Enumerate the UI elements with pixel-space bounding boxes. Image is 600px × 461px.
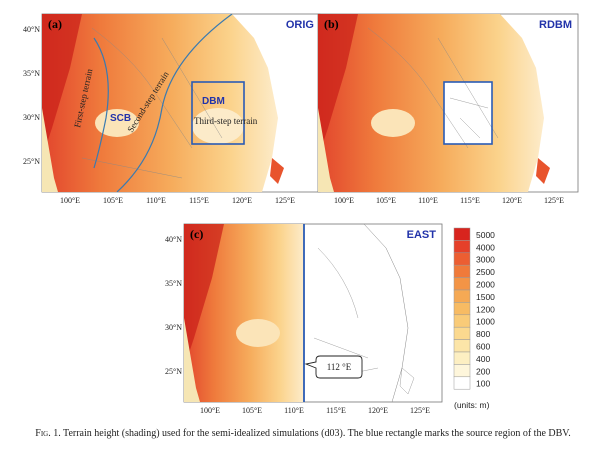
lon-tick: 125°E <box>275 196 295 205</box>
legend-swatch <box>453 277 471 291</box>
lon-tick: 110°E <box>146 196 166 205</box>
lon-tick: 115°E <box>326 406 346 415</box>
legend-units: (units: m) <box>454 400 490 410</box>
legend-swatch <box>453 314 471 328</box>
dbm-box-a <box>191 81 245 145</box>
experiment-label-b: RDBM <box>539 19 572 31</box>
legend-label: 3000 <box>476 255 495 265</box>
legend-label: 1500 <box>476 292 495 302</box>
first-step-line <box>93 37 109 169</box>
lat-tick: 30°N <box>165 323 182 332</box>
coast-outline-c <box>304 224 409 402</box>
lon-tick: 125°E <box>544 196 564 205</box>
lon-tick: 100°E <box>334 196 354 205</box>
caption-text: Terrain height (shading) used for the se… <box>63 428 571 439</box>
legend-swatch <box>453 227 471 241</box>
legend-label: 100 <box>476 379 490 389</box>
legend-swatch <box>453 364 471 378</box>
panel-a: First-step terrain Second-step terrain T… <box>22 8 322 218</box>
experiment-label-a: ORIG <box>286 19 314 31</box>
lon-tick: 100°E <box>200 406 220 415</box>
dbm-box-b <box>443 81 493 145</box>
west-lowland-a <box>42 108 58 192</box>
panel-label-c: (c) <box>190 227 203 241</box>
lon-ticks-a: 100°E 105°E 110°E 115°E 120°E 125°E <box>60 196 295 205</box>
panel-label-a: (a) <box>48 17 62 31</box>
lon-tick: 110°E <box>418 196 438 205</box>
legend-label: 2000 <box>476 280 495 290</box>
lat-tick: 35°N <box>165 279 182 288</box>
legend-swatch <box>453 351 471 365</box>
panel-c: 112 °E (c) EAST 40°N 35°N 30°N 25°N 100°… <box>158 218 448 428</box>
dbm-label: DBM <box>202 96 225 107</box>
color-legend: 5000 4000 3000 2500 2000 1500 1200 1000 800 600 40… <box>453 227 495 410</box>
lon-tick: 125°E <box>410 406 430 415</box>
legend-swatch <box>453 289 471 303</box>
lat-tick: 40°N <box>23 25 40 34</box>
lon-tick: 120°E <box>368 406 388 415</box>
legend-swatch <box>453 264 471 278</box>
map-b: (b) RDBM 100°E 105°E 110°E 115°E 120°E 1… <box>317 13 579 205</box>
lat-tick: 35°N <box>23 69 40 78</box>
callout-112e-text: 112 °E <box>327 362 352 372</box>
legend-swatch <box>453 376 471 390</box>
lon-tick: 115°E <box>189 196 209 205</box>
lon-tick: 120°E <box>502 196 522 205</box>
land-a <box>42 14 278 192</box>
panel-b: (b) RDBM 100°E 105°E 110°E 115°E 120°E 1… <box>300 8 600 218</box>
legend-label: 4000 <box>476 242 495 252</box>
legend-label: 1000 <box>476 317 495 327</box>
tibet-a <box>42 14 82 158</box>
lon-ticks-c: 100°E 105°E 110°E 115°E 120°E 125°E <box>200 406 430 415</box>
removed-dbm-b <box>444 82 492 144</box>
scb-label: SCB <box>110 113 131 124</box>
lon-tick: 105°E <box>242 406 262 415</box>
lat-ticks-c: 40°N 35°N 30°N 25°N <box>165 235 182 376</box>
panel-label-b: (b) <box>324 17 339 31</box>
legend-label: 800 <box>476 329 490 339</box>
lat-tick: 25°N <box>165 367 182 376</box>
map-c: 112 °E (c) EAST 40°N 35°N 30°N 25°N 100°… <box>165 223 443 415</box>
legend-label: 5000 <box>476 230 495 240</box>
lon-tick: 100°E <box>60 196 80 205</box>
lon-tick: 120°E <box>232 196 252 205</box>
second-step-line <box>116 14 233 192</box>
land-b <box>318 14 544 192</box>
legend-label: 1200 <box>476 304 495 314</box>
legend-label: 600 <box>476 342 490 352</box>
lon-tick: 115°E <box>460 196 480 205</box>
lat-tick: 25°N <box>23 157 40 166</box>
lon-tick: 105°E <box>376 196 396 205</box>
taiwan-a <box>270 158 284 184</box>
legend-label: 2500 <box>476 267 495 277</box>
legend-swatch <box>453 240 471 254</box>
caption-fig-label: Fig. 1. <box>35 428 61 439</box>
dbm-lowland-a <box>192 108 244 144</box>
lon-ticks-b: 100°E 105°E 110°E 115°E 120°E 125°E <box>334 196 564 205</box>
callout-112e: 112 °E <box>304 355 363 379</box>
lat-ticks-a: 40°N 35°N 30°N 25°N <box>23 25 40 166</box>
legend-swatch <box>453 252 471 266</box>
third-step-label: Third-step terrain <box>194 116 258 126</box>
legend-swatch <box>453 326 471 340</box>
map-a: First-step terrain Second-step terrain T… <box>23 13 321 205</box>
legend-label: 200 <box>476 366 490 376</box>
lon-tick: 110°E <box>284 406 304 415</box>
legend-swatch <box>453 339 471 353</box>
lon-tick: 105°E <box>103 196 123 205</box>
legend-items: 5000 4000 3000 2500 2000 1500 1200 1000 800 600 40… <box>453 227 495 390</box>
lat-tick: 30°N <box>23 113 40 122</box>
lat-tick: 40°N <box>165 235 182 244</box>
legend-label: 400 <box>476 354 490 364</box>
figure-caption: Fig. 1. Terrain height (shading) used fo… <box>20 427 586 440</box>
legend-swatch <box>453 302 471 316</box>
experiment-label-c: EAST <box>407 229 437 241</box>
